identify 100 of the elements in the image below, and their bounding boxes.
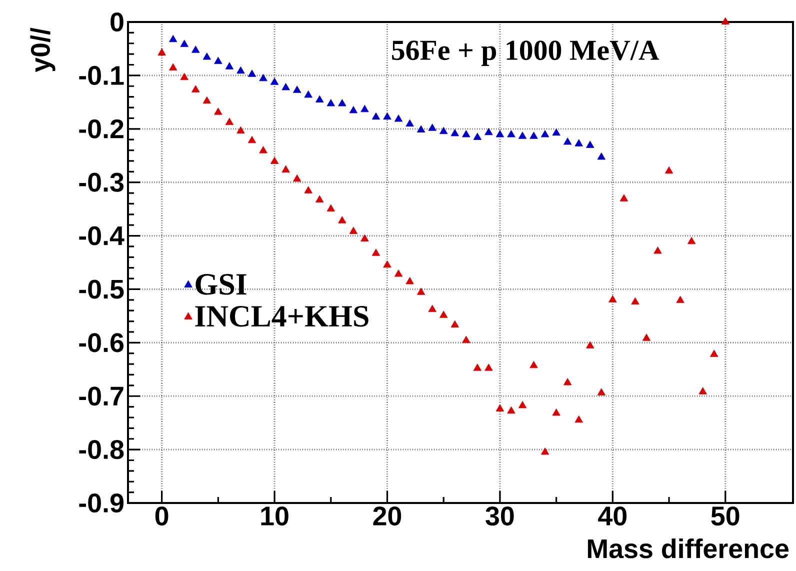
point: [473, 364, 482, 371]
point: [518, 401, 527, 408]
point: [372, 112, 380, 120]
point: [518, 132, 527, 139]
point: [192, 46, 200, 53]
point: [586, 140, 594, 148]
point: [270, 156, 279, 164]
point: [574, 139, 583, 146]
point: [383, 112, 392, 120]
x-tick-label: 0: [155, 506, 168, 526]
point: [530, 360, 538, 368]
point: [563, 138, 572, 145]
point: [338, 99, 346, 106]
point: [202, 96, 211, 104]
legend-label: INCL4+KHS: [195, 306, 368, 327]
x-tick-label: 10: [261, 506, 288, 526]
point: [372, 248, 380, 256]
point: [259, 146, 268, 154]
point: [406, 119, 414, 127]
point: [338, 216, 346, 224]
point: [326, 99, 335, 106]
point: [360, 104, 369, 112]
point: [530, 132, 538, 139]
point: [676, 296, 684, 303]
point: [383, 260, 392, 268]
point: [462, 130, 470, 138]
point: [484, 128, 493, 136]
y-tick-label: -0.3: [79, 172, 124, 192]
point: [450, 320, 459, 328]
point: [473, 132, 482, 140]
point: [642, 334, 651, 341]
point: [507, 406, 516, 414]
point: [225, 118, 234, 125]
point: [292, 86, 302, 93]
x-tick-label: 50: [711, 506, 740, 526]
point: [168, 63, 178, 70]
y-tick-label: -0.2: [79, 119, 124, 138]
point: [552, 128, 560, 136]
point: [496, 404, 504, 412]
point: [158, 48, 166, 56]
x-tick-label: 40: [598, 506, 627, 526]
point: [496, 130, 504, 138]
point: [259, 74, 268, 82]
point: [214, 56, 222, 64]
point: [507, 130, 516, 138]
point: [225, 62, 234, 70]
point: [282, 83, 290, 90]
y-tick-label: 0: [110, 12, 124, 32]
point: [360, 234, 369, 242]
point: [180, 40, 188, 47]
point: [406, 277, 414, 284]
point: [192, 85, 200, 92]
annotation: 56Fe + p 1000 MeV/A: [392, 40, 660, 66]
point: [687, 236, 696, 244]
point: [292, 174, 302, 182]
point: [540, 130, 550, 138]
point: [168, 34, 178, 42]
point: [439, 310, 448, 318]
y-tick-label: -0.6: [79, 333, 124, 352]
point: [416, 125, 426, 132]
point: [450, 129, 459, 136]
point: [698, 387, 707, 394]
point: [631, 297, 640, 304]
point: [214, 108, 222, 115]
point: [574, 415, 583, 423]
point: [202, 52, 211, 60]
y-tick-label: -0.5: [79, 280, 124, 299]
point: [710, 350, 718, 357]
x-tick-label: 20: [373, 506, 402, 526]
point: [552, 408, 560, 416]
point: [270, 78, 279, 85]
point: [484, 364, 493, 371]
point: [394, 114, 403, 122]
point: [608, 295, 617, 302]
point: [664, 166, 674, 174]
point: [416, 288, 426, 295]
point: [282, 165, 290, 172]
point: [349, 106, 358, 114]
point: [540, 448, 550, 455]
point: [394, 270, 403, 277]
x-tick-label: 30: [486, 506, 514, 526]
point: [316, 195, 324, 202]
y-axis-title: y0//: [30, 28, 56, 72]
point: [586, 341, 594, 348]
y-tick-label: -0.8: [79, 440, 124, 460]
point: [721, 17, 730, 24]
point: [180, 72, 188, 80]
legend-label: GSI: [196, 274, 246, 295]
x-axis-title: Mass difference: [588, 538, 789, 558]
y-tick-label: -0.4: [79, 226, 124, 246]
point: [236, 66, 245, 74]
point: [428, 124, 436, 131]
point: [304, 90, 312, 98]
point: [326, 204, 335, 212]
point: [349, 226, 358, 234]
point: [654, 246, 662, 254]
point: [597, 152, 606, 160]
y-tick-label: -0.1: [79, 66, 124, 85]
point: [316, 95, 324, 102]
point: [597, 388, 606, 396]
